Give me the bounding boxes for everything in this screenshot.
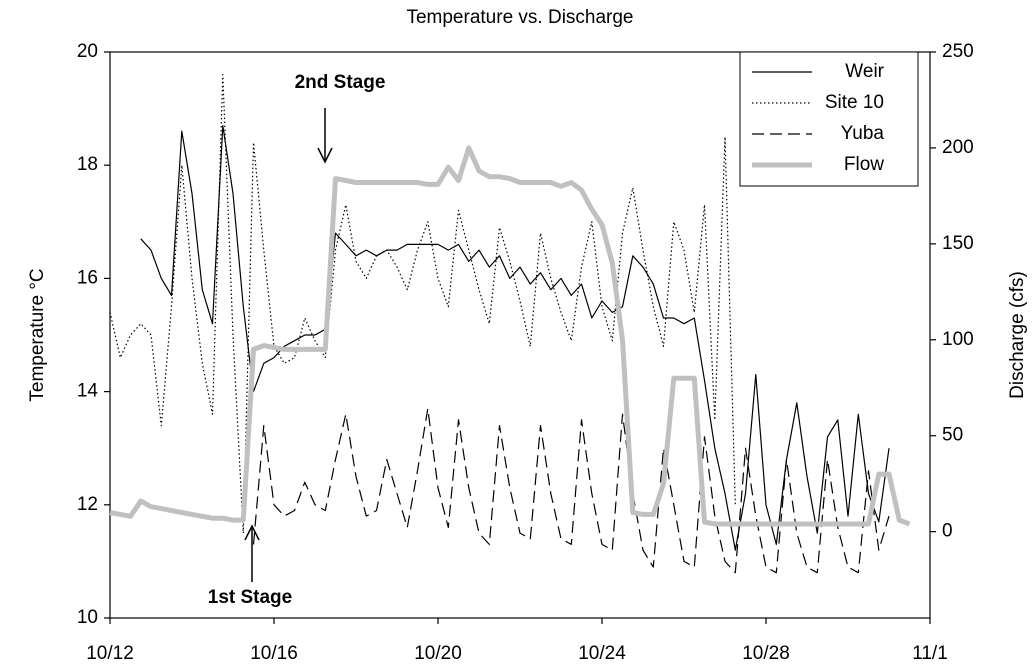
y2-tick-label: 150	[942, 233, 974, 254]
legend-label: Weir	[845, 61, 884, 82]
x-tick-label: 10/24	[578, 643, 626, 664]
y-tick-label: 16	[77, 267, 98, 288]
legend-label: Site 10	[825, 92, 884, 113]
annotation: 1st Stage	[208, 587, 292, 608]
y2-tick-label: 250	[942, 41, 974, 62]
annotation-arrowhead	[244, 524, 260, 541]
series-line	[109, 74, 736, 534]
annotation-arrowhead	[317, 147, 333, 164]
series-line	[109, 145, 911, 527]
x-tick-label: 11/1	[912, 643, 948, 664]
legend-label: Flow	[844, 154, 884, 175]
annotation: 2nd Stage	[295, 72, 386, 93]
chart-title: Temperature vs. Discharge	[406, 7, 633, 28]
y-tick-label: 20	[77, 41, 98, 62]
y2-tick-label: 200	[942, 137, 974, 158]
x-tick-label: 10/12	[86, 643, 134, 664]
series-line	[252, 408, 890, 574]
y-tick-label: 12	[77, 494, 98, 515]
y2-tick-label: 50	[942, 425, 963, 446]
plot-frame	[109, 51, 931, 619]
x-tick-label: 10/16	[250, 643, 298, 664]
x-tick-label: 10/28	[742, 643, 790, 664]
legend-label: Yuba	[841, 123, 885, 144]
series-line	[140, 125, 890, 551]
y2-tick-label: 0	[942, 521, 953, 542]
y-tick-label: 14	[77, 381, 99, 402]
y-tick-label: 18	[77, 154, 98, 175]
x-tick-label: 10/20	[414, 643, 462, 664]
y2-tick-label: 100	[942, 329, 974, 350]
y2-axis-label: Discharge (cfs)	[1007, 271, 1028, 399]
y-tick-label: 10	[77, 607, 98, 628]
y-axis-label: Temperature °C	[27, 268, 48, 401]
